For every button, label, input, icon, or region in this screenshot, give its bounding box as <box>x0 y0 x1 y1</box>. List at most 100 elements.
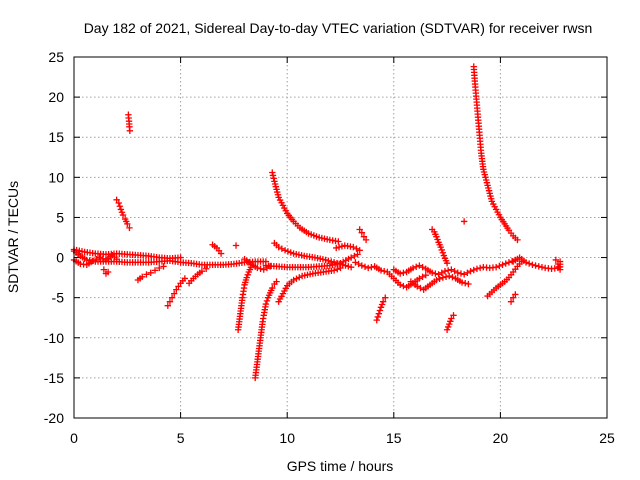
data-point-tail_20_22.8 <box>529 261 536 268</box>
data-point-arc_4.5 <box>175 283 182 290</box>
data-point-arc_17.6 <box>443 326 451 333</box>
data-point-dip_1.5 <box>100 266 108 273</box>
data-point-dip_16_18 <box>458 279 466 286</box>
data-point-arc_4.5 <box>173 286 180 293</box>
data-point-dip_3.0 <box>151 267 159 274</box>
data-point-arc_14.2 <box>377 304 385 311</box>
data-point-bump_12.5 <box>338 243 346 250</box>
data-point-cluster_15_19 <box>502 260 509 267</box>
data-point-band_0_2 <box>113 255 120 263</box>
data-point-arc_9.4_lower <box>287 249 294 256</box>
data-point-wave_13.5_14.5 <box>361 263 369 270</box>
data-point-arc_13.5 <box>358 229 366 236</box>
data-point-rise_9.6 <box>293 275 300 282</box>
data-point-dip_16_18 <box>442 273 450 281</box>
data-point-end_22.8 <box>556 258 564 265</box>
data-point-cluster_15_19 <box>499 261 506 268</box>
data-point-arc_14.2 <box>378 301 386 308</box>
y-tick-label: 25 <box>48 49 64 65</box>
data-point-arc_9.3 <box>269 172 277 179</box>
data-point-neg_spike_8.5 <box>263 297 271 305</box>
data-point-dip_16_18 <box>465 280 472 288</box>
data-point-arc_4.5 <box>171 290 178 297</box>
data-point-arc_2.0 <box>117 206 125 213</box>
data-point-rise_7.7 <box>243 274 250 281</box>
data-point-arc_9.4_lower <box>284 248 292 255</box>
data-point-cluster_15_19 <box>496 262 503 270</box>
data-point-band_0_2 <box>96 254 103 261</box>
y-tick-label: -20 <box>44 410 64 426</box>
data-point-wave_13.5_14.5 <box>358 262 366 269</box>
data-point-arc_2.0 <box>116 203 124 210</box>
data-point-dip_8_9 <box>254 264 261 272</box>
data-point-arc_13.5 <box>362 236 370 244</box>
data-point-bump_12.5 <box>333 244 340 252</box>
data-point-arc_2.0 <box>126 224 133 232</box>
data-point-arc_16.8 <box>443 259 451 267</box>
data-point-arc_9.4_lower <box>345 263 352 270</box>
y-tick-label: -5 <box>52 290 65 306</box>
data-point-spike_18.8 <box>514 236 521 244</box>
data-point-bump_6.5 <box>217 250 225 257</box>
data-point-arc_14.2 <box>373 316 380 324</box>
data-point-tail_20_22.8 <box>538 263 546 271</box>
data-point-arc_20.6 <box>509 294 517 301</box>
grid <box>74 57 607 418</box>
data-point-arc_14.2 <box>376 307 384 314</box>
data-point-bump_12.5 <box>356 247 363 254</box>
data-point-dip_8_9 <box>257 265 264 272</box>
data-point-drop_7.6 <box>232 242 240 249</box>
data-point-dip_16_18 <box>462 280 469 287</box>
data-point-dip_8_9 <box>266 263 274 270</box>
chart-title: Day 182 of 2021, Sidereal Day-to-day VTE… <box>84 20 593 36</box>
data-point-arc_9.4_lower <box>328 258 335 265</box>
data-point-cluster_15_19 <box>396 270 404 277</box>
y-tick-label: 0 <box>56 250 64 266</box>
data-point-arc_14.2 <box>374 313 382 321</box>
data-point-arc_9.3 <box>270 175 277 182</box>
data-point-arc_2.0 <box>115 199 122 207</box>
plot-frame <box>73 56 608 419</box>
data-point-arc_4.5 <box>164 302 172 309</box>
y-axis-label: SDTVAR / TECUs <box>5 181 21 293</box>
y-tick-label: -10 <box>44 330 64 346</box>
data-point-rise_5.4 <box>198 267 206 275</box>
data-point-arc_2.0 <box>113 196 120 203</box>
data-point-arc_9.4_lower <box>325 257 332 264</box>
data-point-base_9_13 <box>354 251 361 258</box>
data-point-arc_13.5 <box>356 226 363 233</box>
data-point-rise_9.6 <box>334 265 341 273</box>
data-point-arc_17.6 <box>447 318 454 325</box>
y-tick-label: -15 <box>44 370 64 386</box>
x-axis-label: GPS time / hours <box>287 458 394 474</box>
data-point-arc_16.8 <box>433 233 440 240</box>
y-tick-label: 20 <box>48 89 64 105</box>
data-point-arc_17.6 <box>450 312 457 319</box>
data-point-arc_9.3 <box>269 169 276 176</box>
data-point-dip_3.0 <box>147 269 154 276</box>
data-point-wave_13.5_14.5 <box>377 267 385 274</box>
data-point-arc_2.0 <box>119 211 127 219</box>
x-tick-label: 0 <box>70 430 78 446</box>
data-point-wave_13.5_14.5 <box>422 272 429 279</box>
data-point-rise_5.4 <box>202 265 210 272</box>
axes: 0 5 10 15 20 25 -20 -15 -10 -5 0 5 10 15 20 25 <box>44 49 615 446</box>
data-point-cluster_15_19 <box>473 265 481 272</box>
data-point-cluster_15_19 <box>432 270 439 277</box>
data-point-cluster_15_19 <box>492 263 500 271</box>
data-point-arc_16.8 <box>440 252 448 259</box>
x-tick-label: 15 <box>386 430 402 446</box>
data-point-bump_12.5 <box>335 243 343 251</box>
data-point-cluster_15_19 <box>457 270 465 277</box>
data-point-arc_17.6 <box>448 315 455 322</box>
data-points <box>70 63 564 382</box>
data-point-neg_spike_8.5 <box>262 300 270 308</box>
y-tick-label: 10 <box>48 169 64 185</box>
x-tick-label: 5 <box>177 430 185 446</box>
data-point-wave_13.5_14.5 <box>365 264 372 272</box>
data-point-dip_3.0 <box>160 263 167 270</box>
data-point-end_22.8 <box>552 256 560 264</box>
data-point-dot_18.3 <box>460 218 468 225</box>
data-point-dip_16_18 <box>436 275 443 283</box>
data-point-cluster_15_19 <box>454 269 461 276</box>
